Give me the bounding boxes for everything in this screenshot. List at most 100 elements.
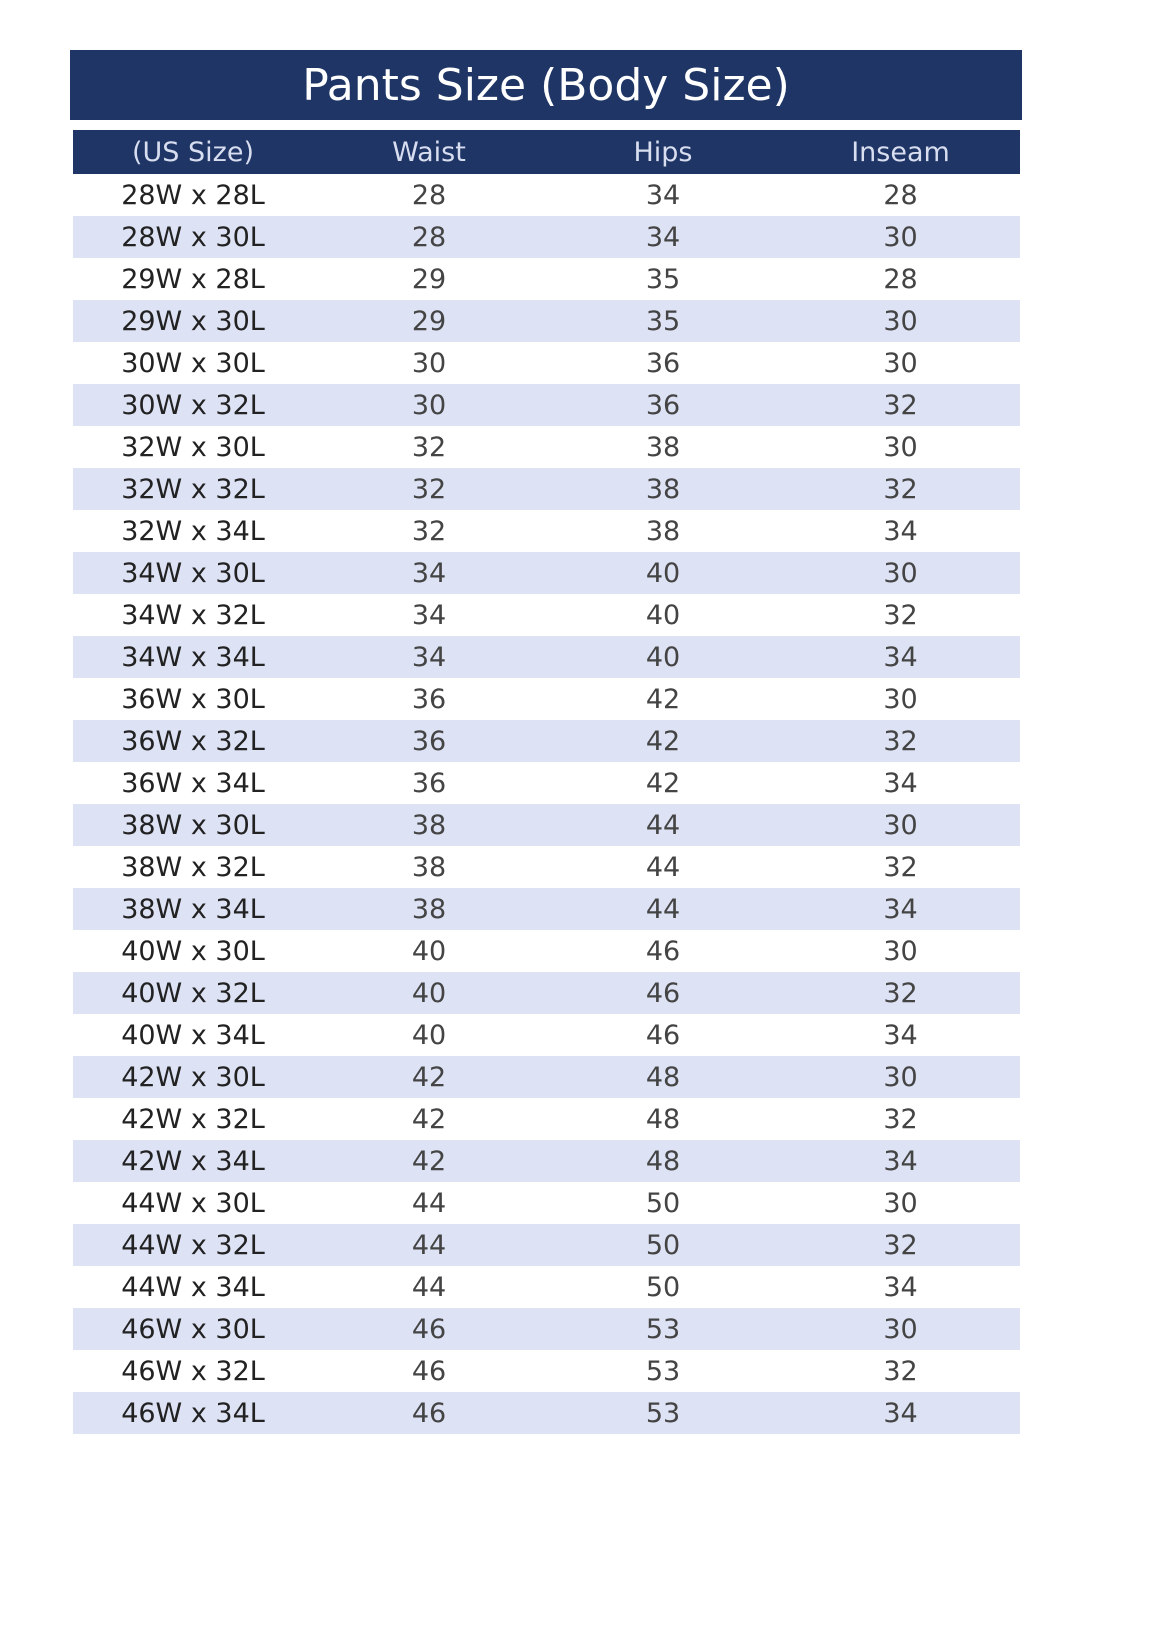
cell-hips: 42: [645, 683, 681, 715]
table-row: 44W x 32L 44 50 32: [73, 1224, 1020, 1266]
table-row: 32W x 34L 32 38 34: [73, 510, 1020, 552]
cell-waist: 46: [411, 1397, 447, 1429]
cell-us-size: 34W x 34L: [121, 641, 265, 673]
cell-us-size: 40W x 32L: [121, 977, 265, 1009]
cell-hips: 44: [645, 893, 681, 925]
cell-inseam: 30: [883, 1313, 918, 1345]
table-row: 29W x 30L 29 35 30: [73, 300, 1020, 342]
cell-us-size: 30W x 30L: [121, 347, 265, 379]
cell-us-size: 36W x 32L: [121, 725, 265, 757]
table-row: 30W x 32L 30 36 32: [73, 384, 1020, 426]
column-header-hips: Hips: [633, 136, 693, 168]
table-row: 32W x 32L 32 38 32: [73, 468, 1020, 510]
cell-hips: 46: [645, 977, 681, 1009]
cell-waist: 34: [411, 641, 447, 673]
cell-us-size: 32W x 30L: [121, 431, 265, 463]
cell-us-size: 46W x 32L: [121, 1355, 265, 1387]
cell-inseam: 34: [883, 767, 918, 799]
cell-hips: 42: [645, 767, 681, 799]
table-header: (US Size) Waist Hips Inseam: [73, 130, 1020, 174]
cell-us-size: 40W x 30L: [121, 935, 265, 967]
cell-inseam: 34: [883, 641, 918, 673]
table-row: 36W x 32L 36 42 32: [73, 720, 1020, 762]
cell-waist: 46: [411, 1313, 447, 1345]
table-row: 46W x 32L 46 53 32: [73, 1350, 1020, 1392]
cell-hips: 53: [645, 1355, 681, 1387]
cell-waist: 32: [411, 431, 447, 463]
cell-waist: 38: [411, 851, 447, 883]
cell-waist: 28: [411, 179, 447, 211]
cell-inseam: 30: [883, 347, 918, 379]
cell-waist: 36: [411, 725, 447, 757]
cell-us-size: 42W x 30L: [121, 1061, 265, 1093]
cell-hips: 36: [645, 389, 681, 421]
cell-hips: 40: [645, 599, 681, 631]
cell-inseam: 34: [883, 1397, 918, 1429]
cell-inseam: 32: [883, 1355, 918, 1387]
cell-waist: 44: [411, 1187, 447, 1219]
table-row: 44W x 34L 44 50 34: [73, 1266, 1020, 1308]
cell-inseam: 34: [883, 515, 918, 547]
table-row: 34W x 34L 34 40 34: [73, 636, 1020, 678]
cell-hips: 35: [645, 305, 681, 337]
cell-us-size: 40W x 34L: [121, 1019, 265, 1051]
cell-hips: 42: [645, 725, 681, 757]
table-row: 28W x 28L 28 34 28: [73, 174, 1020, 216]
table-row: 34W x 30L 34 40 30: [73, 552, 1020, 594]
table-row: 42W x 32L 42 48 32: [73, 1098, 1020, 1140]
cell-us-size: 29W x 28L: [121, 263, 265, 295]
cell-inseam: 34: [883, 893, 918, 925]
table-row: 38W x 34L 38 44 34: [73, 888, 1020, 930]
cell-hips: 50: [645, 1271, 681, 1303]
cell-inseam: 30: [883, 431, 918, 463]
cell-waist: 30: [411, 347, 447, 379]
cell-waist: 34: [411, 599, 447, 631]
size-table: (US Size) Waist Hips Inseam 28W x 28L 28 3…: [73, 130, 1020, 1434]
table-row: 40W x 30L 40 46 30: [73, 930, 1020, 972]
cell-inseam: 32: [883, 473, 918, 505]
cell-inseam: 30: [883, 1187, 918, 1219]
cell-waist: 34: [411, 557, 447, 589]
table-row: 46W x 34L 46 53 34: [73, 1392, 1020, 1434]
cell-waist: 29: [411, 263, 447, 295]
table-row: 36W x 30L 36 42 30: [73, 678, 1020, 720]
cell-inseam: 32: [883, 725, 918, 757]
cell-hips: 38: [645, 515, 681, 547]
cell-hips: 44: [645, 809, 681, 841]
cell-inseam: 32: [883, 1229, 918, 1261]
table-row: 28W x 30L 28 34 30: [73, 216, 1020, 258]
cell-hips: 34: [645, 221, 681, 253]
table-row: 29W x 28L 29 35 28: [73, 258, 1020, 300]
cell-us-size: 46W x 30L: [121, 1313, 265, 1345]
cell-hips: 53: [645, 1397, 681, 1429]
table-row: 36W x 34L 36 42 34: [73, 762, 1020, 804]
table-row: 38W x 32L 38 44 32: [73, 846, 1020, 888]
table-row: 34W x 32L 34 40 32: [73, 594, 1020, 636]
cell-hips: 46: [645, 935, 681, 967]
cell-waist: 36: [411, 683, 447, 715]
cell-us-size: 44W x 32L: [121, 1229, 265, 1261]
cell-inseam: 34: [883, 1019, 918, 1051]
cell-us-size: 44W x 30L: [121, 1187, 265, 1219]
cell-waist: 32: [411, 515, 447, 547]
table-row: 30W x 30L 30 36 30: [73, 342, 1020, 384]
cell-hips: 34: [645, 179, 681, 211]
cell-us-size: 42W x 34L: [121, 1145, 265, 1177]
cell-inseam: 30: [883, 1061, 918, 1093]
cell-us-size: 38W x 32L: [121, 851, 265, 883]
cell-waist: 30: [411, 389, 447, 421]
cell-hips: 44: [645, 851, 681, 883]
table-row: 32W x 30L 32 38 30: [73, 426, 1020, 468]
cell-waist: 40: [411, 977, 447, 1009]
cell-inseam: 30: [883, 557, 918, 589]
cell-hips: 48: [645, 1061, 681, 1093]
table-row: 40W x 34L 40 46 34: [73, 1014, 1020, 1056]
cell-waist: 40: [411, 935, 447, 967]
cell-inseam: 32: [883, 599, 918, 631]
cell-hips: 38: [645, 431, 681, 463]
cell-us-size: 38W x 34L: [121, 893, 265, 925]
cell-waist: 28: [411, 221, 447, 253]
cell-us-size: 38W x 30L: [121, 809, 265, 841]
cell-inseam: 32: [883, 389, 918, 421]
cell-us-size: 30W x 32L: [121, 389, 265, 421]
